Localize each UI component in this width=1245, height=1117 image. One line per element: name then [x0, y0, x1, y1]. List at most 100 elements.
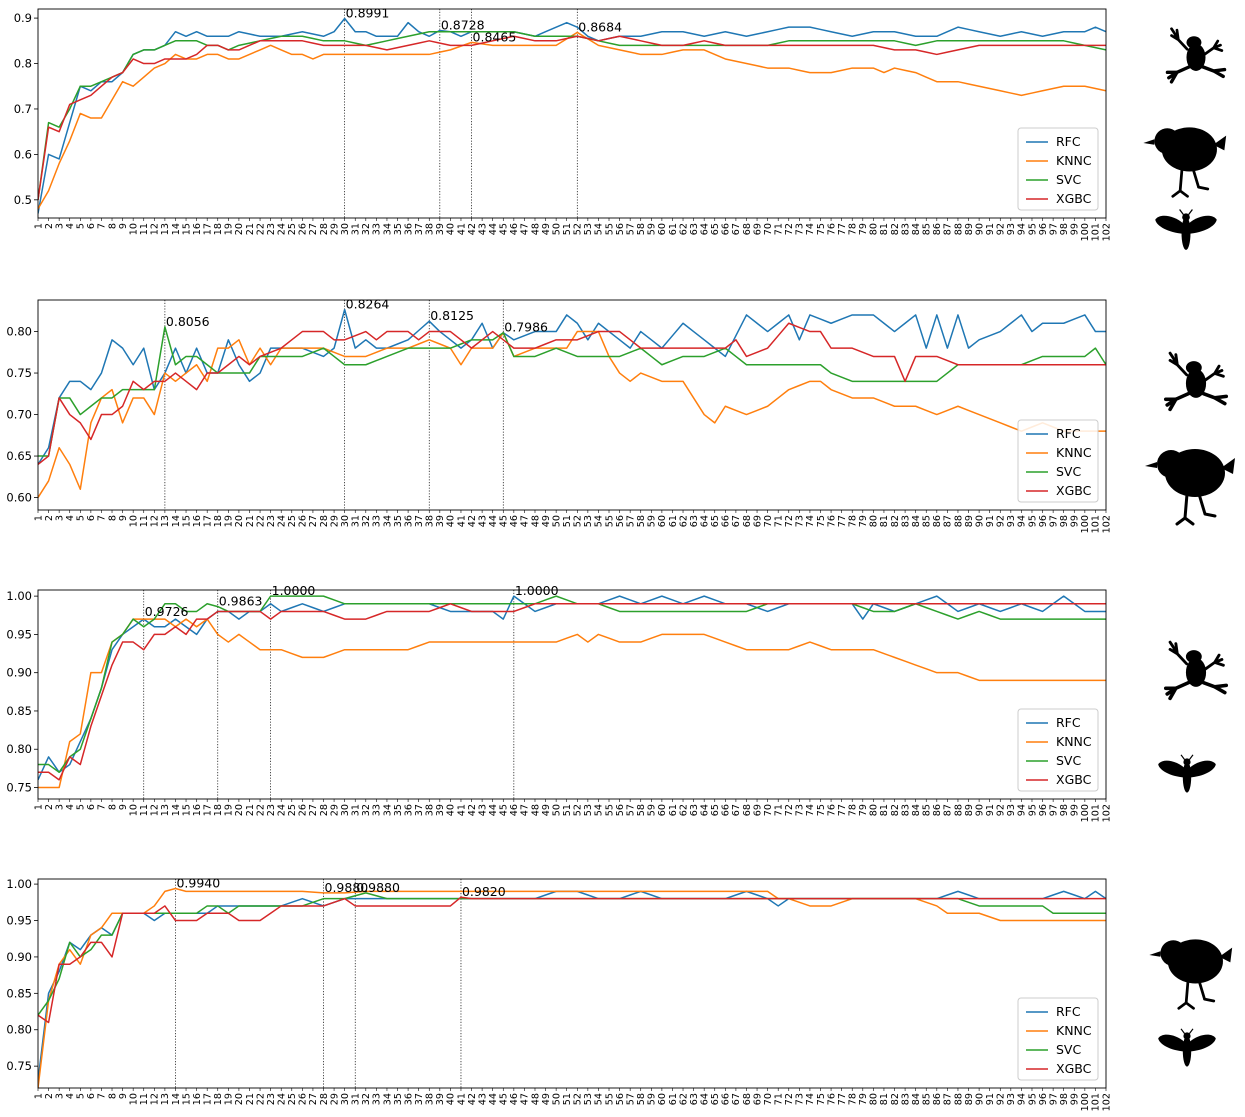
y-tick-label: 0.75 [6, 781, 32, 795]
x-tick-label: 22 [255, 1093, 266, 1105]
x-tick-label: 102 [1101, 223, 1112, 241]
x-tick-label: 56 [615, 1093, 626, 1105]
legend-label-knnc: KNNC [1056, 445, 1092, 460]
x-tick-label: 44 [488, 804, 499, 816]
x-tick-label: 12 [150, 515, 161, 527]
x-tick-label: 87 [943, 223, 954, 235]
x-tick-label: 35 [393, 515, 404, 527]
x-tick-label: 100 [1080, 1093, 1091, 1111]
x-tick-label: 45 [499, 515, 510, 527]
x-tick-label: 6 [86, 515, 97, 521]
frog-icon [1162, 10, 1230, 102]
x-tick-label: 26 [298, 1093, 309, 1105]
x-tick-label: 102 [1101, 1093, 1112, 1111]
x-tick-label: 98 [1059, 804, 1070, 816]
x-tick-label: 8 [107, 1093, 118, 1099]
x-tick-label: 42 [467, 515, 478, 527]
y-tick-label: 0.5 [14, 193, 32, 207]
x-tick-label: 49 [541, 515, 552, 527]
x-tick-label: 75 [816, 223, 827, 235]
x-tick-label: 4 [65, 223, 76, 229]
x-tick-label: 37 [414, 1093, 425, 1105]
x-tick-label: 9 [118, 515, 129, 521]
x-tick-label: 44 [488, 1093, 499, 1105]
x-tick-label: 43 [477, 1093, 488, 1105]
x-tick-label: 17 [202, 515, 213, 527]
x-tick-label: 57 [625, 223, 636, 235]
best-score-label: 0.8056 [166, 314, 210, 329]
x-tick-label: 10 [128, 223, 139, 235]
x-tick-label: 33 [372, 223, 383, 235]
x-tick-label: 27 [308, 804, 319, 816]
x-tick-label: 90 [974, 804, 985, 816]
x-tick-label: 76 [826, 1093, 837, 1105]
x-tick-label: 56 [615, 804, 626, 816]
x-tick-label: 96 [1038, 223, 1049, 235]
x-tick-label: 94 [1017, 515, 1028, 527]
x-tick-label: 58 [636, 223, 647, 235]
x-tick-label: 100 [1080, 223, 1091, 241]
x-tick-label: 30 [340, 223, 351, 235]
y-tick-label: 0.70 [6, 408, 32, 422]
x-tick-label: 13 [160, 515, 171, 527]
x-tick-label: 27 [308, 515, 319, 527]
legend-label-xgbc: XGBC [1056, 772, 1092, 787]
x-tick-label: 54 [594, 515, 605, 527]
plot-frame [37, 589, 1107, 800]
x-tick-label: 39 [435, 223, 446, 235]
x-tick-label: 20 [234, 515, 245, 527]
y-tick-label: 0.75 [6, 1059, 32, 1073]
x-tick-label: 63 [689, 804, 700, 816]
x-tick-label: 85 [922, 804, 933, 816]
x-tick-label: 98 [1059, 1093, 1070, 1105]
x-tick-label: 58 [636, 515, 647, 527]
x-tick-label: 63 [689, 223, 700, 235]
x-tick-label: 12 [150, 1093, 161, 1105]
x-tick-label: 23 [266, 1093, 277, 1105]
x-tick-label: 32 [361, 515, 372, 527]
x-tick-label: 77 [837, 804, 848, 816]
x-tick-label: 26 [298, 804, 309, 816]
x-tick-label: 66 [721, 515, 732, 527]
x-tick-label: 36 [403, 1093, 414, 1105]
x-tick-label: 31 [351, 223, 362, 235]
x-tick-label: 83 [900, 223, 911, 235]
x-tick-label: 76 [826, 223, 837, 235]
x-tick-label: 1 [33, 515, 44, 521]
x-tick-label: 33 [372, 804, 383, 816]
x-tick-label: 68 [742, 515, 753, 527]
x-tick-label: 10 [128, 1093, 139, 1105]
x-tick-label: 5 [76, 515, 87, 521]
legend-label-svc: SVC [1056, 464, 1081, 479]
x-tick-label: 45 [499, 1093, 510, 1105]
x-tick-label: 70 [763, 223, 774, 235]
x-tick-label: 25 [287, 515, 298, 527]
x-tick-label: 70 [763, 1093, 774, 1105]
legend-label-svc: SVC [1056, 753, 1081, 768]
x-tick-label: 65 [710, 223, 721, 235]
bird-icon [1134, 108, 1230, 200]
x-tick-label: 49 [541, 223, 552, 235]
x-tick-label: 2 [44, 1093, 55, 1099]
x-tick-label: 25 [287, 223, 298, 235]
x-tick-label: 41 [456, 1093, 467, 1105]
y-tick-label: 0.95 [6, 627, 32, 641]
x-tick-label: 90 [974, 515, 985, 527]
best-score-label: 0.9820 [462, 884, 506, 899]
x-tick-label: 69 [752, 1093, 763, 1105]
x-tick-label: 29 [329, 515, 340, 527]
x-tick-label: 83 [900, 1093, 911, 1105]
legend-label-svc: SVC [1056, 172, 1081, 187]
y-tick-label: 0.90 [6, 666, 32, 680]
x-tick-label: 64 [699, 804, 710, 816]
x-tick-label: 78 [848, 1093, 859, 1105]
best-score-label: 1.0000 [272, 583, 316, 598]
x-tick-label: 84 [911, 515, 922, 527]
x-tick-label: 56 [615, 223, 626, 235]
x-tick-label: 6 [86, 223, 97, 229]
x-tick-label: 79 [858, 804, 869, 816]
x-tick-label: 15 [181, 223, 192, 235]
x-tick-label: 36 [403, 804, 414, 816]
x-tick-label: 39 [435, 1093, 446, 1105]
x-tick-label: 43 [477, 515, 488, 527]
